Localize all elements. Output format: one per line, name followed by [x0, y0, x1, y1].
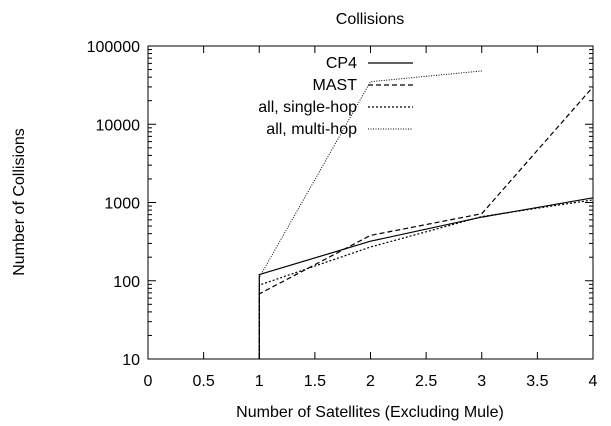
series-line-4	[258, 70, 482, 359]
y-tick-label: 10000	[96, 117, 141, 134]
series-lines	[258, 70, 594, 359]
x-tick-label: 3	[477, 373, 486, 390]
y-axis-label: Number of Collisions	[11, 128, 28, 276]
y-tick-label: 10	[122, 352, 140, 369]
series-line-3	[258, 199, 594, 359]
legend-label: CP4	[326, 55, 357, 72]
x-tick-label: 0.5	[193, 373, 215, 390]
plot-frame	[147, 45, 594, 360]
x-tick-label: 2.5	[415, 373, 437, 390]
legend-label: all, multi-hop	[266, 121, 357, 138]
y-tick-label: 100000	[87, 39, 140, 56]
legend-label: MAST	[313, 77, 358, 94]
series-line-1	[258, 197, 594, 359]
x-tick-label: 4	[589, 373, 598, 390]
x-axis-label: Number of Satellites (Excluding Mule)	[236, 404, 504, 421]
x-tick-label: 1	[255, 373, 264, 390]
chart-title: Collisions	[336, 11, 404, 28]
x-tick-label: 3.5	[526, 373, 548, 390]
x-ticks: 0 0.5 1 1.5 2 2.5 3 3.5 4	[144, 46, 598, 390]
y-tick-label: 100	[113, 274, 140, 291]
x-tick-label: 2	[366, 373, 375, 390]
x-tick-label: 1.5	[304, 373, 326, 390]
y-tick-label: 1000	[104, 196, 140, 213]
y-ticks: 10 100 1000 10000 100000	[87, 39, 593, 369]
legend: CP4 MAST all, single-hop all, multi-hop	[258, 55, 413, 138]
legend-label: all, single-hop	[258, 99, 357, 116]
x-tick-label: 0	[144, 373, 153, 390]
